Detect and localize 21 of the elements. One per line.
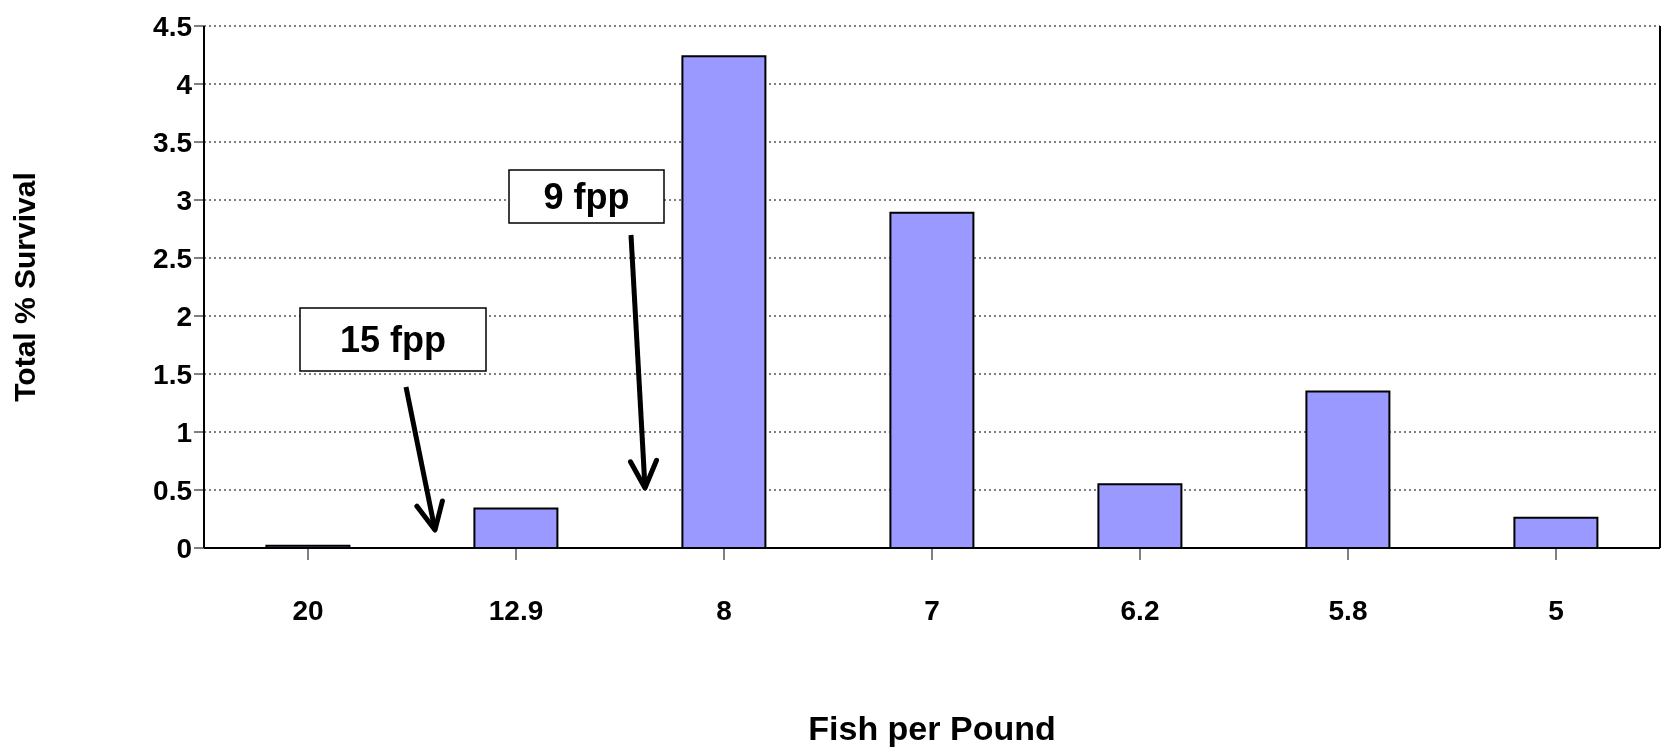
- x-tick-label: 5.8: [1328, 594, 1368, 626]
- y-axis-title: Total % Survival: [7, 172, 41, 402]
- y-tick-label: 4: [176, 68, 193, 100]
- x-tick-label: 5: [1548, 594, 1564, 626]
- y-tick-label: 1: [176, 416, 192, 448]
- y-tick-label: 3: [176, 184, 192, 216]
- annotation: 15 fpp: [339, 318, 447, 360]
- annotation: 9 fpp: [543, 175, 630, 217]
- y-tick-label: 2: [176, 300, 192, 332]
- y-tick-label: 4.5: [153, 10, 192, 42]
- y-tick-label: 0.5: [153, 474, 192, 506]
- y-tick-label: 1.5: [153, 358, 192, 390]
- x-tick-label: 6.2: [1120, 594, 1160, 626]
- y-tick-label: 2.5: [153, 242, 192, 274]
- x-axis-title: Fish per Pound: [808, 709, 1056, 747]
- x-tick-label: 7: [924, 594, 940, 626]
- x-tick-label: 12.9: [488, 594, 544, 626]
- x-tick-label: 8: [716, 594, 732, 626]
- x-tick-label: 20: [292, 594, 324, 626]
- y-tick-label: 3.5: [153, 126, 192, 158]
- y-tick-label: 0: [176, 532, 192, 564]
